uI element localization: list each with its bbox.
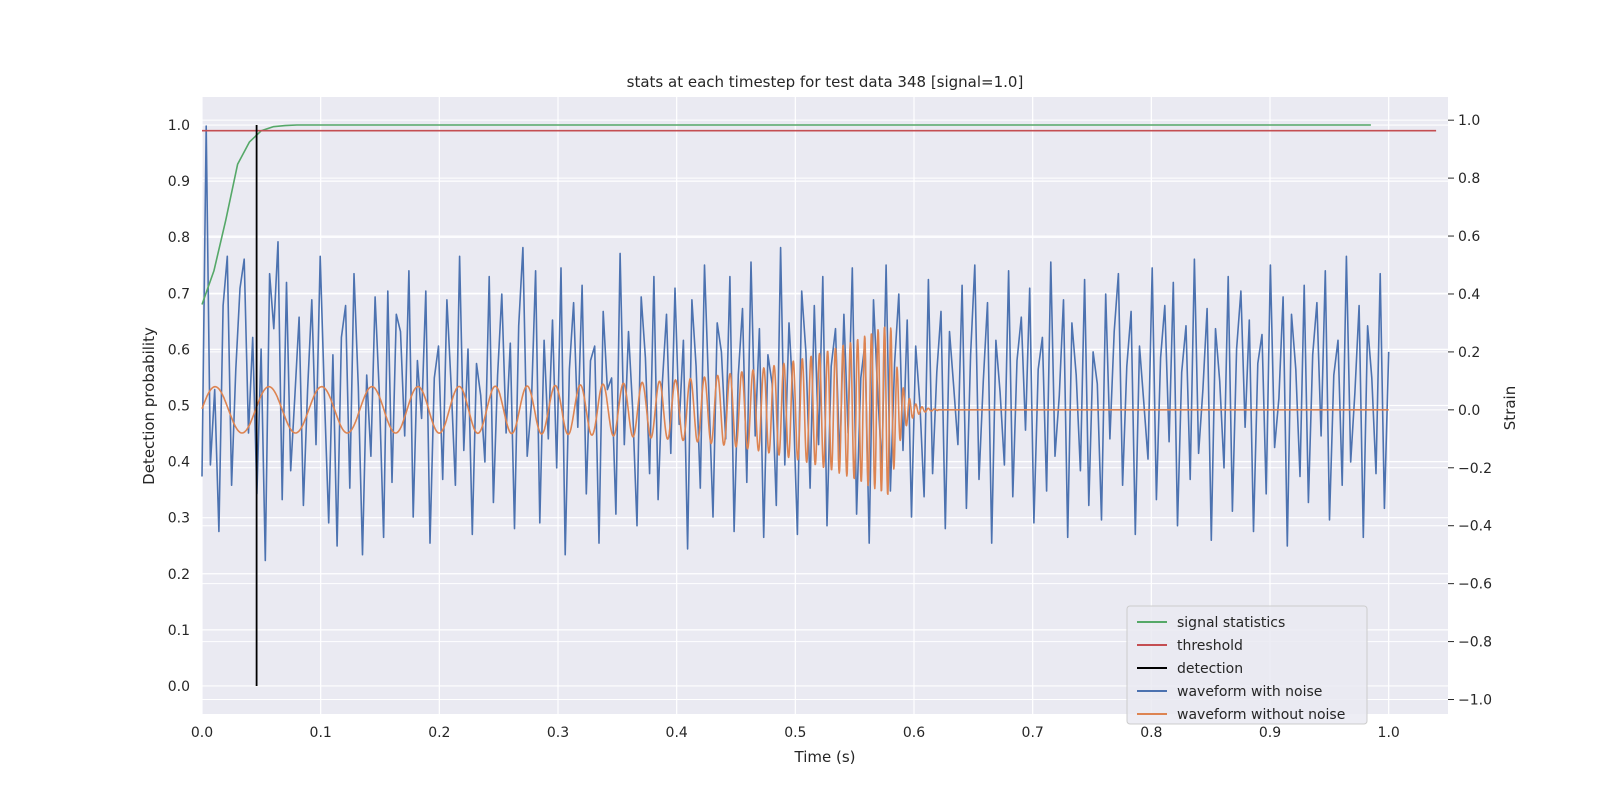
right-y-tick-label: 0.4 [1458, 287, 1480, 303]
x-tick-label: 0.2 [428, 725, 450, 741]
ticks-layer: 0.0 0.1 0.2 0.3 0.4 0.5 0.6 0.7 0.8 0.9 1.0 0.0 0.1 0… [168, 113, 1492, 741]
right-y-tick-label: −0.2 [1458, 461, 1492, 477]
left-y-tick-label: 0.9 [168, 174, 190, 190]
right-y-tick-label: 0.2 [1458, 345, 1480, 361]
right-y-tick-label: −0.8 [1458, 635, 1492, 651]
legend-label: signal statistics [1177, 615, 1285, 631]
legend-box [1126, 605, 1368, 725]
left-y-tick-label: 0.1 [168, 623, 190, 639]
left-y-tick-label: 0.8 [168, 230, 190, 246]
waveform-with-noise-line [201, 125, 1390, 562]
signal-statistics-line [201, 124, 1371, 305]
x-tick-label: 0.0 [191, 725, 213, 741]
right-y-tick-label: 1.0 [1458, 113, 1480, 129]
x-tick-label: 0.4 [666, 725, 688, 741]
left-y-tick-label: 0.0 [168, 679, 190, 695]
right-y-tick-label: 0.0 [1458, 403, 1480, 419]
legend-label: waveform without noise [1177, 707, 1345, 723]
waveform-without-noise-line [201, 326, 1390, 496]
x-tick-label: 0.6 [903, 725, 925, 741]
x-tick-label: 0.7 [1022, 725, 1044, 741]
left-y-tick-label: 0.7 [168, 286, 190, 302]
x-tick-label: 0.9 [1259, 725, 1281, 741]
left-y-tick-label: 0.4 [168, 455, 190, 471]
x-tick-label: 1.0 [1378, 725, 1400, 741]
legend-label: threshold [1177, 638, 1243, 654]
left-y-tick-label: 1.0 [168, 118, 190, 134]
right-y-tick-label: −0.4 [1458, 519, 1492, 535]
left-y-tick-label: 0.2 [168, 567, 190, 583]
left-y-tick-label: 0.5 [168, 399, 190, 415]
left-y-tick-label: 0.3 [168, 511, 190, 527]
right-y-tick-label: 0.8 [1458, 171, 1480, 187]
x-tick-label: 0.5 [784, 725, 806, 741]
x-axis-label: Time (s) [794, 748, 856, 766]
x-tick-label: 0.1 [310, 725, 332, 741]
left-y-tick-label: 0.6 [168, 342, 190, 358]
right-y-tick-label: −0.6 [1458, 577, 1492, 593]
right-y-tick-label: −1.0 [1458, 693, 1492, 709]
chart-title: stats at each timestep for test data 348… [627, 73, 1024, 91]
legend: signal statistics threshold detection wavef… [1126, 605, 1368, 725]
x-tick-label: 0.8 [1140, 725, 1162, 741]
left-y-axis-label: Detection probability [140, 327, 158, 485]
legend-label: detection [1177, 661, 1243, 677]
x-tick-label: 0.3 [547, 725, 569, 741]
right-y-tick-label: 0.6 [1458, 229, 1480, 245]
series-layer [201, 124, 1437, 686]
right-y-axis-label: Strain [1501, 386, 1519, 430]
legend-label: waveform with noise [1177, 684, 1322, 700]
